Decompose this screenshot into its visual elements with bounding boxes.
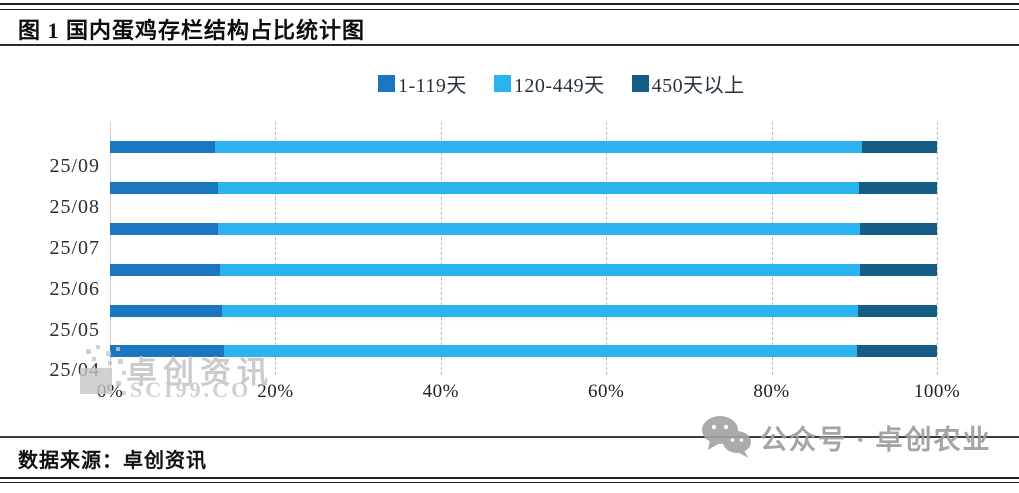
bar-segment	[217, 182, 860, 194]
bar-row-25-06	[110, 264, 937, 276]
top-rule-thin	[0, 9, 1019, 10]
bar-segment	[859, 182, 937, 194]
bar-row-25-05	[110, 305, 937, 317]
bar-segment	[110, 141, 216, 153]
legend-label: 1-119天	[398, 75, 467, 97]
legend-swatch-icon	[493, 75, 511, 92]
y-axis-line	[110, 122, 111, 375]
y-tick-label: 25/04	[49, 359, 100, 381]
bar-segment	[861, 141, 937, 153]
gridline	[606, 122, 608, 375]
chart-legend: 1-119天 120-449天 450天以上	[378, 69, 745, 98]
bar-segment	[224, 345, 857, 357]
legend-swatch-icon	[631, 75, 649, 92]
plot-area	[110, 122, 938, 375]
bar-row-25-04	[110, 345, 937, 357]
bar-row-25-08	[110, 182, 937, 194]
bar-segment	[110, 223, 219, 235]
bar-segment	[215, 141, 862, 153]
bar-segment	[221, 305, 858, 317]
bar-row-25-07	[110, 223, 937, 235]
y-tick-label: 25/09	[49, 155, 100, 177]
bar-segment	[219, 264, 861, 276]
bottom-rule-thick	[0, 477, 1019, 479]
top-rule-thick	[0, 3, 1019, 5]
gridline	[771, 122, 773, 375]
title-underline	[0, 44, 1019, 46]
bottom-rule-thin	[0, 482, 1019, 483]
x-tick-label: 0%	[96, 381, 124, 402]
bar-segment	[856, 345, 937, 357]
bar-segment	[110, 264, 220, 276]
x-tick-label: 80%	[753, 381, 790, 402]
bar-row-25-09	[110, 141, 937, 153]
bar-segment	[218, 223, 861, 235]
y-tick-label: 25/05	[49, 319, 100, 341]
y-tick-label: 25/08	[49, 196, 100, 218]
legend-item: 450天以上	[631, 69, 745, 98]
legend-item: 1-119天	[378, 69, 467, 98]
legend-label: 450天以上	[651, 75, 745, 97]
bar-segment	[110, 182, 218, 194]
legend-item: 120-449天	[493, 69, 605, 98]
bar-segment	[860, 223, 937, 235]
gridline	[275, 122, 277, 375]
bar-segment	[110, 345, 225, 357]
legend-label: 120-449天	[513, 75, 605, 97]
x-tick-label: 40%	[422, 381, 459, 402]
y-tick-label: 25/07	[49, 237, 100, 259]
x-tick-label: 100%	[913, 381, 961, 402]
data-source-note: 数据来源：卓创资讯	[18, 450, 207, 472]
bar-segment	[860, 264, 937, 276]
y-tick-label: 25/06	[49, 278, 100, 300]
footer-rule	[0, 436, 1019, 438]
x-tick-label: 20%	[257, 381, 294, 402]
gridline	[937, 122, 938, 375]
figure-title: 图 1 国内蛋鸡存栏结构占比统计图	[18, 18, 366, 43]
bar-segment	[110, 305, 222, 317]
bar-segment	[857, 305, 937, 317]
x-tick-label: 60%	[588, 381, 625, 402]
legend-swatch-icon	[378, 75, 395, 92]
gridline	[440, 122, 442, 375]
